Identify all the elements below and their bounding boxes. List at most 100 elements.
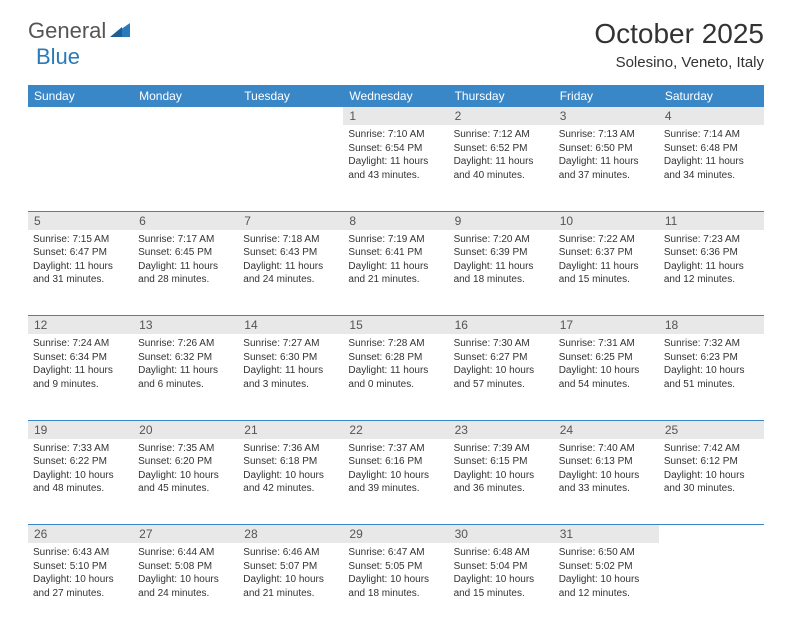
day-cell: Sunrise: 6:50 AM Sunset: 5:02 PM Dayligh… bbox=[554, 543, 659, 629]
day-cell-text: Sunrise: 6:46 AM Sunset: 5:07 PM Dayligh… bbox=[243, 546, 338, 600]
day-cell bbox=[133, 125, 238, 211]
content-row: Sunrise: 7:33 AM Sunset: 6:22 PM Dayligh… bbox=[28, 439, 764, 525]
logo-text-general: General bbox=[28, 18, 106, 44]
day-cell: Sunrise: 7:10 AM Sunset: 6:54 PM Dayligh… bbox=[343, 125, 448, 211]
day-cell: Sunrise: 7:36 AM Sunset: 6:18 PM Dayligh… bbox=[238, 439, 343, 525]
day-number: 5 bbox=[28, 211, 133, 230]
content-row: Sunrise: 7:24 AM Sunset: 6:34 PM Dayligh… bbox=[28, 334, 764, 420]
day-number bbox=[238, 107, 343, 125]
location-label: Solesino, Veneto, Italy bbox=[594, 54, 764, 71]
day-cell-text: Sunrise: 6:50 AM Sunset: 5:02 PM Dayligh… bbox=[559, 546, 654, 600]
day-number: 2 bbox=[449, 107, 554, 125]
day-cell-text: Sunrise: 6:43 AM Sunset: 5:10 PM Dayligh… bbox=[33, 546, 128, 600]
day-header: Sunday bbox=[28, 85, 133, 107]
day-number: 20 bbox=[133, 420, 238, 439]
day-cell-text: Sunrise: 6:47 AM Sunset: 5:05 PM Dayligh… bbox=[348, 546, 443, 600]
day-cell-text: Sunrise: 7:18 AM Sunset: 6:43 PM Dayligh… bbox=[243, 233, 338, 287]
day-cell-text: Sunrise: 7:39 AM Sunset: 6:15 PM Dayligh… bbox=[454, 442, 549, 496]
day-cell-text: Sunrise: 7:22 AM Sunset: 6:37 PM Dayligh… bbox=[559, 233, 654, 287]
day-number: 7 bbox=[238, 211, 343, 230]
logo: General bbox=[28, 18, 132, 44]
day-number: 15 bbox=[343, 316, 448, 335]
day-cell-text: Sunrise: 7:40 AM Sunset: 6:13 PM Dayligh… bbox=[559, 442, 654, 496]
day-number: 21 bbox=[238, 420, 343, 439]
day-cell-text: Sunrise: 7:10 AM Sunset: 6:54 PM Dayligh… bbox=[348, 128, 443, 182]
day-cell-text: Sunrise: 7:19 AM Sunset: 6:41 PM Dayligh… bbox=[348, 233, 443, 287]
day-cell: Sunrise: 7:40 AM Sunset: 6:13 PM Dayligh… bbox=[554, 439, 659, 525]
day-cell-text: Sunrise: 7:15 AM Sunset: 6:47 PM Dayligh… bbox=[33, 233, 128, 287]
day-cell-text: Sunrise: 7:30 AM Sunset: 6:27 PM Dayligh… bbox=[454, 337, 549, 391]
day-cell: Sunrise: 7:14 AM Sunset: 6:48 PM Dayligh… bbox=[659, 125, 764, 211]
day-cell-text: Sunrise: 7:35 AM Sunset: 6:20 PM Dayligh… bbox=[138, 442, 233, 496]
day-cell-text: Sunrise: 7:31 AM Sunset: 6:25 PM Dayligh… bbox=[559, 337, 654, 391]
day-cell: Sunrise: 7:24 AM Sunset: 6:34 PM Dayligh… bbox=[28, 334, 133, 420]
day-number: 30 bbox=[449, 525, 554, 544]
day-cell: Sunrise: 6:47 AM Sunset: 5:05 PM Dayligh… bbox=[343, 543, 448, 629]
day-number: 1 bbox=[343, 107, 448, 125]
day-header: Tuesday bbox=[238, 85, 343, 107]
day-cell-text: Sunrise: 7:37 AM Sunset: 6:16 PM Dayligh… bbox=[348, 442, 443, 496]
day-number: 13 bbox=[133, 316, 238, 335]
day-number: 19 bbox=[28, 420, 133, 439]
title-block: October 2025 Solesino, Veneto, Italy bbox=[594, 18, 764, 71]
day-number: 16 bbox=[449, 316, 554, 335]
day-cell-text: Sunrise: 6:44 AM Sunset: 5:08 PM Dayligh… bbox=[138, 546, 233, 600]
day-number: 24 bbox=[554, 420, 659, 439]
month-title: October 2025 bbox=[594, 18, 764, 50]
day-cell-text: Sunrise: 7:33 AM Sunset: 6:22 PM Dayligh… bbox=[33, 442, 128, 496]
day-number: 27 bbox=[133, 525, 238, 544]
day-header: Wednesday bbox=[343, 85, 448, 107]
calendar-table: SundayMondayTuesdayWednesdayThursdayFrid… bbox=[28, 85, 764, 629]
day-cell: Sunrise: 7:37 AM Sunset: 6:16 PM Dayligh… bbox=[343, 439, 448, 525]
day-cell-text: Sunrise: 7:24 AM Sunset: 6:34 PM Dayligh… bbox=[33, 337, 128, 391]
day-number: 28 bbox=[238, 525, 343, 544]
day-number: 10 bbox=[554, 211, 659, 230]
day-cell-text: Sunrise: 7:32 AM Sunset: 6:23 PM Dayligh… bbox=[664, 337, 759, 391]
logo-text-blue: Blue bbox=[36, 44, 80, 70]
day-cell-text: Sunrise: 7:12 AM Sunset: 6:52 PM Dayligh… bbox=[454, 128, 549, 182]
day-number bbox=[133, 107, 238, 125]
day-number: 9 bbox=[449, 211, 554, 230]
content-row: Sunrise: 7:15 AM Sunset: 6:47 PM Dayligh… bbox=[28, 230, 764, 316]
day-cell: Sunrise: 7:31 AM Sunset: 6:25 PM Dayligh… bbox=[554, 334, 659, 420]
day-cell-text: Sunrise: 7:36 AM Sunset: 6:18 PM Dayligh… bbox=[243, 442, 338, 496]
logo-triangle-icon bbox=[110, 21, 130, 42]
day-cell bbox=[238, 125, 343, 211]
day-cell: Sunrise: 7:20 AM Sunset: 6:39 PM Dayligh… bbox=[449, 230, 554, 316]
day-cell: Sunrise: 7:17 AM Sunset: 6:45 PM Dayligh… bbox=[133, 230, 238, 316]
day-cell: Sunrise: 7:13 AM Sunset: 6:50 PM Dayligh… bbox=[554, 125, 659, 211]
day-cell: Sunrise: 7:42 AM Sunset: 6:12 PM Dayligh… bbox=[659, 439, 764, 525]
day-header-row: SundayMondayTuesdayWednesdayThursdayFrid… bbox=[28, 85, 764, 107]
day-cell-text: Sunrise: 7:14 AM Sunset: 6:48 PM Dayligh… bbox=[664, 128, 759, 182]
daynum-row: 1234 bbox=[28, 107, 764, 125]
content-row: Sunrise: 7:10 AM Sunset: 6:54 PM Dayligh… bbox=[28, 125, 764, 211]
day-cell-text: Sunrise: 6:48 AM Sunset: 5:04 PM Dayligh… bbox=[454, 546, 549, 600]
day-number: 25 bbox=[659, 420, 764, 439]
day-cell: Sunrise: 7:15 AM Sunset: 6:47 PM Dayligh… bbox=[28, 230, 133, 316]
day-number: 8 bbox=[343, 211, 448, 230]
day-cell: Sunrise: 6:43 AM Sunset: 5:10 PM Dayligh… bbox=[28, 543, 133, 629]
day-cell bbox=[659, 543, 764, 629]
day-cell: Sunrise: 7:32 AM Sunset: 6:23 PM Dayligh… bbox=[659, 334, 764, 420]
day-header: Thursday bbox=[449, 85, 554, 107]
day-number: 26 bbox=[28, 525, 133, 544]
day-cell bbox=[28, 125, 133, 211]
day-cell: Sunrise: 6:48 AM Sunset: 5:04 PM Dayligh… bbox=[449, 543, 554, 629]
day-cell: Sunrise: 7:33 AM Sunset: 6:22 PM Dayligh… bbox=[28, 439, 133, 525]
day-cell: Sunrise: 7:35 AM Sunset: 6:20 PM Dayligh… bbox=[133, 439, 238, 525]
day-cell: Sunrise: 7:18 AM Sunset: 6:43 PM Dayligh… bbox=[238, 230, 343, 316]
day-header: Saturday bbox=[659, 85, 764, 107]
header: General October 2025 Solesino, Veneto, I… bbox=[0, 0, 792, 79]
daynum-row: 567891011 bbox=[28, 211, 764, 230]
day-number: 12 bbox=[28, 316, 133, 335]
daynum-row: 262728293031 bbox=[28, 525, 764, 544]
day-number bbox=[659, 525, 764, 544]
day-number: 29 bbox=[343, 525, 448, 544]
content-row: Sunrise: 6:43 AM Sunset: 5:10 PM Dayligh… bbox=[28, 543, 764, 629]
day-number: 4 bbox=[659, 107, 764, 125]
day-cell-text: Sunrise: 7:28 AM Sunset: 6:28 PM Dayligh… bbox=[348, 337, 443, 391]
day-number: 23 bbox=[449, 420, 554, 439]
day-cell-text: Sunrise: 7:42 AM Sunset: 6:12 PM Dayligh… bbox=[664, 442, 759, 496]
day-cell: Sunrise: 7:27 AM Sunset: 6:30 PM Dayligh… bbox=[238, 334, 343, 420]
day-cell-text: Sunrise: 7:20 AM Sunset: 6:39 PM Dayligh… bbox=[454, 233, 549, 287]
